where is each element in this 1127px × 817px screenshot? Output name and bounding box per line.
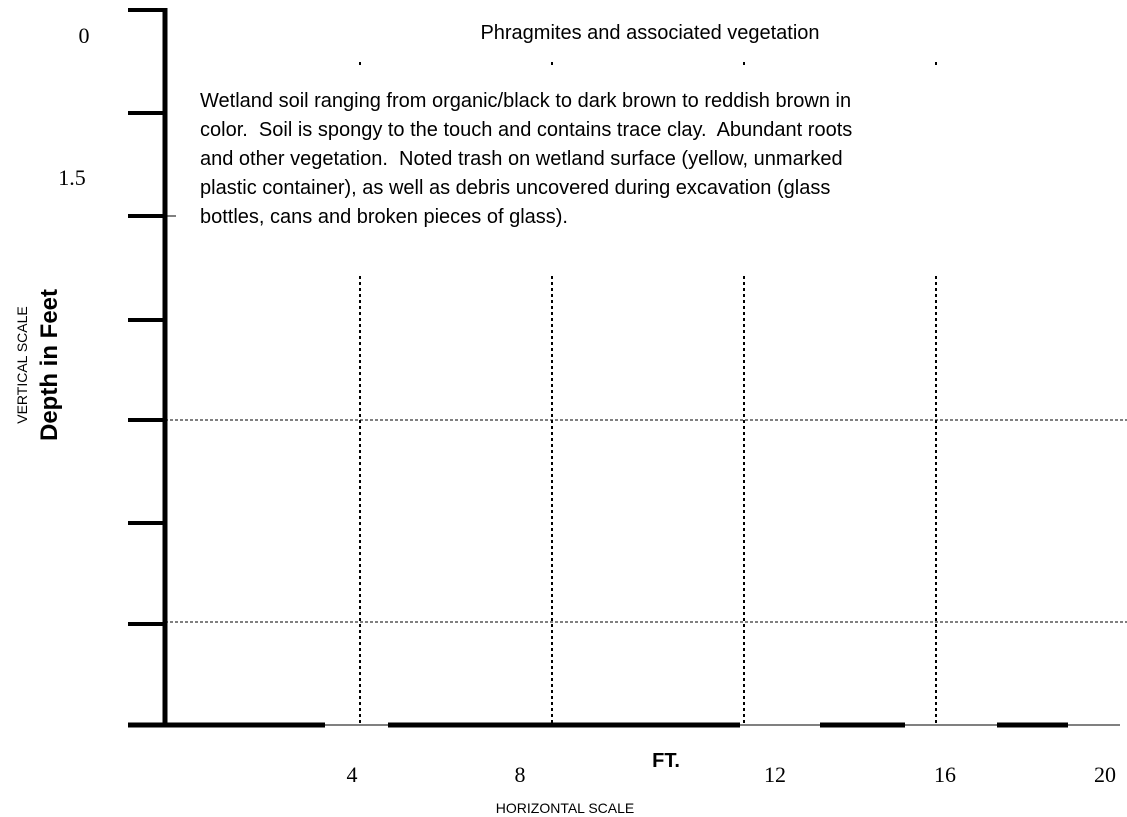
vertical-scale-title: VERTICAL SCALE [14,306,30,424]
depth-tick-label: 0 [79,23,90,48]
surface-label: Phragmites and associated vegetation [480,22,819,44]
description-line: plastic container), as well as debris un… [200,177,830,199]
vertical-scale-label: Depth in Feet [36,289,63,441]
description: Wetland soil ranging from organic/black … [200,90,852,228]
description-line: Wetland soil ranging from organic/black … [200,90,851,112]
axes [128,8,1127,728]
horizontal-tick-label: 16 [934,762,956,787]
vertical-grid [359,62,937,725]
horizontal-grid [165,419,1127,623]
description-line: color. Soil is spongy to the touch and c… [200,119,852,141]
horizontal-tick-label: 8 [515,762,526,787]
horizontal-tick-label: 12 [764,762,786,787]
description-line: and other vegetation. Noted trash on wet… [200,148,843,170]
depth-tick-label: 1.5 [58,165,86,190]
horizontal-scale-title: HORIZONTAL SCALE [496,800,634,816]
depth-ticks [128,8,165,626]
horizontal-unit: FT. [652,750,680,772]
horizontal-tick-label: 20 [1094,762,1116,787]
description-line: bottles, cans and broken pieces of glass… [200,206,568,228]
horizontal-tick-label: 4 [347,762,358,787]
